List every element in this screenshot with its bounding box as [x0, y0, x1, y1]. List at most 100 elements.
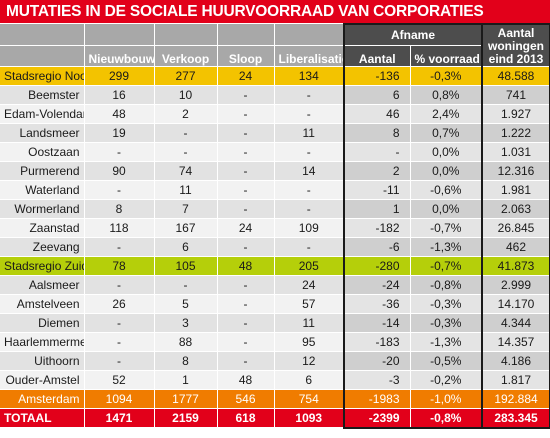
cell-afname-aantal: - — [343, 142, 411, 162]
cell-liberalisatie: - — [274, 199, 345, 219]
cell-verkoop: 7 — [154, 199, 218, 219]
header-blank — [154, 24, 218, 46]
cell-woningen-eind-2013: 4.186 — [481, 351, 550, 371]
cell-afname-aantal: -3 — [343, 370, 411, 390]
row-label: Stadsregio Zuid — [0, 256, 85, 276]
cell-sloop: 618 — [217, 408, 275, 428]
cell-woningen-eind-2013: 2.999 — [481, 275, 550, 295]
cell-afname-percent: -0,3% — [410, 66, 484, 86]
header-woningen-line1: Aantal — [497, 26, 535, 40]
cell-liberalisatie: 11 — [274, 123, 345, 143]
header-blank — [217, 24, 275, 46]
table-row: Amsterdam 1094 1777 546 754 -1983 -1,0% 192.884 — [0, 389, 550, 409]
cell-afname-percent: -0,8% — [410, 408, 484, 429]
afname-group-header: Afname — [342, 22, 484, 46]
table-row: Purmerend 90 74-14 2 0,0% 12.316 — [0, 161, 550, 181]
row-label: Landsmeer — [0, 123, 85, 143]
cell-verkoop: 1777 — [154, 389, 218, 409]
cell-afname-percent: 0,0% — [410, 142, 484, 162]
cell-afname-percent: -0,8% — [410, 275, 484, 295]
cell-verkoop: - — [154, 123, 218, 143]
cell-afname-percent: 0,8% — [410, 85, 484, 105]
cell-verkoop: 6 — [154, 237, 218, 257]
cell-liberalisatie: 754 — [274, 389, 345, 409]
cell-verkoop: 1 — [154, 370, 218, 390]
cell-verkoop: 10 — [154, 85, 218, 105]
row-label: Wormerland — [0, 199, 85, 219]
cell-nieuwbouw: - — [84, 237, 155, 257]
cell-afname-aantal: 1 — [343, 199, 411, 219]
cell-afname-percent: -1,3% — [410, 332, 484, 352]
cell-verkoop: 277 — [154, 66, 218, 86]
cell-afname-aantal: -182 — [343, 218, 411, 238]
cell-nieuwbouw: 52 — [84, 370, 155, 390]
header-percent-voorraad: % voorraad — [410, 45, 484, 68]
cell-afname-aantal: -136 — [343, 66, 411, 86]
cell-sloop: 546 — [217, 389, 275, 409]
table-row: Waterland -11- - -11 -0,6% 1.981 — [0, 180, 550, 200]
cell-woningen-eind-2013: 283.345 — [481, 408, 550, 429]
cell-nieuwbouw: - — [84, 275, 155, 295]
cell-afname-aantal: -6 — [343, 237, 411, 257]
cell-liberalisatie: 109 — [274, 218, 345, 238]
table-row: Ouder-Amstel 52 1 48 6 -3 -0,2% 1.817 — [0, 370, 550, 390]
cell-liberalisatie: - — [274, 180, 345, 200]
cell-afname-aantal: -183 — [343, 332, 411, 352]
table-body: Stadsregio Noord29927724134-136-0,3%48.5… — [0, 66, 550, 429]
cell-verkoop: 5 — [154, 294, 218, 314]
cell-afname-aantal: -2399 — [343, 408, 411, 429]
cell-woningen-eind-2013: 4.344 — [481, 313, 550, 333]
cell-afname-aantal: 8 — [343, 123, 411, 143]
table-title: MUTATIES IN DE SOCIALE HUURVOORRAAD VAN … — [0, 0, 550, 23]
table-row: Beemster 16 10- -6 0,8% 741 — [0, 85, 550, 105]
row-label: Aalsmeer — [0, 275, 85, 295]
header-blank — [84, 24, 155, 46]
cell-afname-aantal: 46 — [343, 104, 411, 124]
row-label: Zaanstad — [0, 218, 85, 238]
cell-afname-aantal: -20 — [343, 351, 411, 371]
cell-afname-percent: -0,5% — [410, 351, 484, 371]
cell-woningen-eind-2013: 1.222 — [481, 123, 550, 143]
table-row: Zaanstad 118 167 24 109 -182 -0,7% 26.845 — [0, 218, 550, 238]
cell-sloop: - — [217, 142, 275, 162]
row-label: Zeevang — [0, 237, 85, 257]
cell-afname-percent: -0,3% — [410, 313, 484, 333]
cell-afname-percent: -1,0% — [410, 389, 484, 409]
cell-afname-percent: 0,7% — [410, 123, 484, 143]
cell-sloop: - — [217, 85, 275, 105]
row-label: Ouder-Amstel — [0, 370, 85, 390]
table-row: Wormerland 8 7- -1 0,0% 2.063 — [0, 199, 550, 219]
cell-verkoop: 2 — [154, 104, 218, 124]
header-liberalisatie: Liberalisatie — [274, 45, 345, 68]
cell-afname-aantal: -36 — [343, 294, 411, 314]
header-blank — [0, 45, 85, 68]
cell-liberalisatie: - — [274, 85, 345, 105]
cell-liberalisatie: - — [274, 142, 345, 162]
cell-sloop: - — [217, 123, 275, 143]
cell-sloop: - — [217, 332, 275, 352]
cell-verkoop: 105 — [154, 256, 218, 276]
cell-sloop: 48 — [217, 370, 275, 390]
table-row: Stadsregio Zuid 78 105 48 205 -280 -0,7% 41.873 — [0, 256, 550, 276]
cell-nieuwbouw: 299 — [84, 66, 155, 86]
header-row-main: Nieuwbouw Verkoop Sloop Liberalisatie Aa… — [0, 45, 550, 68]
header-blank — [0, 24, 85, 46]
row-label: Waterland — [0, 180, 85, 200]
cell-nieuwbouw: 1471 — [84, 408, 155, 428]
cell-liberalisatie: 6 — [274, 370, 345, 390]
row-label: Diemen — [0, 313, 85, 333]
cell-nieuwbouw: 90 — [84, 161, 155, 181]
cell-verkoop: 88 — [154, 332, 218, 352]
cell-nieuwbouw: - — [84, 351, 155, 371]
cell-sloop: - — [217, 161, 275, 181]
cell-afname-aantal: 2 — [343, 161, 411, 181]
cell-woningen-eind-2013: 48.588 — [481, 66, 550, 86]
cell-liberalisatie: 24 — [274, 275, 345, 295]
cell-woningen-eind-2013: 41.873 — [481, 256, 550, 276]
cell-woningen-eind-2013: 1.927 — [481, 104, 550, 124]
cell-liberalisatie: 14 — [274, 161, 345, 181]
cell-woningen-eind-2013: 192.884 — [481, 389, 550, 409]
cell-nieuwbouw: 78 — [84, 256, 155, 276]
cell-verkoop: 2159 — [154, 408, 218, 428]
